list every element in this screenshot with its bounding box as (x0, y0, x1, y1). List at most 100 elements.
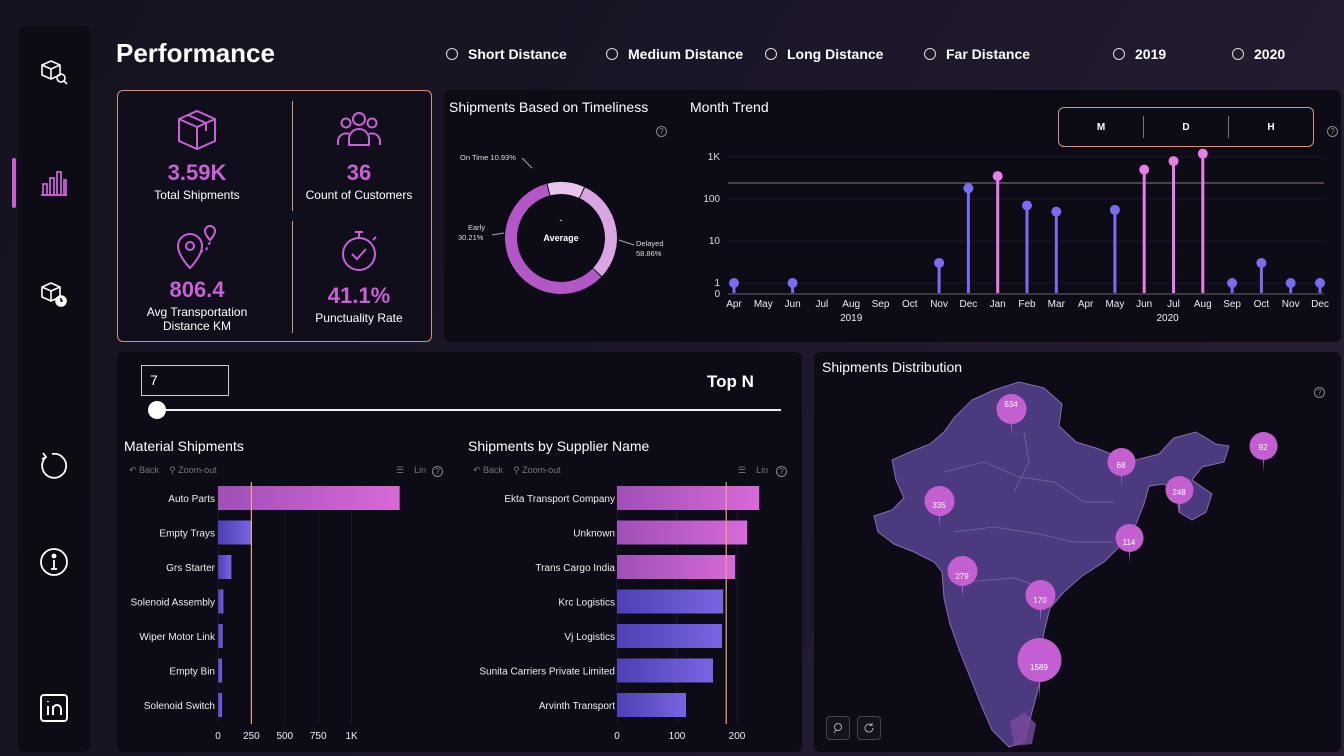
top-n-slider-thumb[interactable] (148, 401, 166, 419)
bar-category-label: Trans Cargo India (535, 563, 615, 574)
map-pin[interactable]: 68 (1107, 448, 1136, 488)
map-pin[interactable]: 335 (924, 486, 955, 529)
map-refresh-button[interactable] (857, 716, 881, 740)
map-pin-label: 92 (1259, 443, 1268, 452)
filter-short-distance[interactable]: Short Distance (446, 46, 567, 62)
map-pin[interactable]: 92 (1249, 432, 1278, 472)
kpi-value: 3.59K (167, 160, 227, 185)
supplier-title: Shipments by Supplier Name (468, 438, 650, 454)
lollipop-point (1139, 164, 1150, 175)
leader-line (521, 157, 533, 169)
donut-label-early: Early (468, 223, 485, 232)
donut-center-value: - (560, 215, 563, 225)
map-pin-shape (947, 556, 978, 599)
help-icon[interactable]: ? (432, 466, 443, 477)
kpi-panel: 3.59K Total Shipments 36 Count of Custom… (117, 90, 432, 342)
kpi-label: Avg Transportation Distance KM (146, 305, 248, 333)
kpi-count-customers: 36 Count of Customers (284, 107, 434, 202)
radio-icon[interactable] (1113, 48, 1125, 60)
filter-label: Far Distance (946, 46, 1031, 62)
india-map[interactable]: 634 92 68 248 335 114 279 170 1589 (814, 352, 1341, 752)
x-tick-label: Oct (902, 299, 918, 310)
top-n-input[interactable]: 7 (141, 365, 229, 396)
customers-icon (337, 112, 381, 146)
x-tick-label: Feb (1018, 299, 1036, 310)
y-tick-label: 100 (703, 194, 720, 205)
linkedin-icon[interactable] (36, 690, 72, 726)
map-pin[interactable]: 279 (947, 556, 978, 599)
help-icon[interactable]: ? (1327, 126, 1338, 137)
radio-icon[interactable] (606, 48, 618, 60)
refresh-icon[interactable] (36, 448, 72, 484)
granularity-month[interactable]: M (1059, 116, 1144, 138)
lollipop-point (1109, 204, 1120, 215)
donut-slice (547, 182, 585, 198)
x-tick-label: 0 (215, 731, 221, 742)
map-pin[interactable]: 634 (996, 394, 1027, 436)
x-tick-label: Jul (816, 299, 829, 310)
material-lin-toggle[interactable]: ☰ Lin (396, 465, 426, 476)
filter-far-distance[interactable]: Far Distance (924, 46, 1030, 62)
donut-label-delayed-pct: 58.86% (636, 249, 662, 258)
shipment-search-icon[interactable] (36, 54, 72, 90)
granularity-hour[interactable]: H (1267, 121, 1275, 133)
x-tick-label: 250 (243, 731, 260, 742)
map-pin-button[interactable] (826, 716, 850, 740)
radio-icon[interactable] (924, 48, 936, 60)
bar-category-label: Ekta Transport Company (504, 494, 615, 505)
x-tick-label: Jun (785, 299, 801, 310)
help-icon[interactable]: ? (656, 126, 667, 137)
filter-label: Long Distance (787, 46, 884, 62)
supplier-lin-toggle[interactable]: ☰ Lin (738, 465, 768, 476)
x-tick-label: Dec (1311, 299, 1329, 310)
bar (218, 520, 252, 545)
bar (218, 624, 223, 648)
granularity-day[interactable]: D (1144, 116, 1229, 138)
map-pin[interactable]: 170 (1025, 580, 1056, 623)
map-pin[interactable]: 1589 (1017, 638, 1062, 700)
map-pin[interactable]: 248 (1165, 476, 1194, 516)
help-icon[interactable]: ? (1314, 387, 1325, 398)
bar (218, 658, 223, 683)
donut-slice (505, 183, 602, 294)
radio-icon[interactable] (446, 48, 458, 60)
lollipop-point (1256, 257, 1267, 268)
x-tick-label: 1K (345, 731, 358, 742)
filter-label: 2020 (1254, 46, 1286, 62)
map-pin-label: 279 (955, 572, 969, 581)
kpi-value: 41.1% (327, 283, 391, 308)
route-pin-icon (176, 225, 217, 270)
list-icon: ☰ (738, 465, 747, 475)
filter-long-distance[interactable]: Long Distance (765, 46, 883, 62)
zoom-out-button[interactable]: ⚲ Zoom-out (513, 465, 561, 475)
x-tick-label: Apr (1078, 299, 1094, 310)
month-trend-chart: 01 10 100 1K Apr May Jun Jul Aug Sep Oct Nov Dec Jan F… (703, 148, 1329, 324)
zoom-out-button[interactable]: ⚲ Zoom-out (169, 465, 217, 475)
top-n-slider-track[interactable] (155, 409, 781, 411)
zoom-label: Zoom-out (522, 465, 561, 475)
filter-year-2019[interactable]: 2019 (1113, 46, 1166, 62)
lin-label: Lin (414, 465, 427, 475)
donut-label-on-time: On Time 10.93% (460, 153, 516, 162)
lollipop-point (963, 183, 974, 194)
filter-year-2020[interactable]: 2020 (1232, 46, 1285, 62)
bar (218, 693, 223, 717)
donut-slice (579, 187, 617, 277)
map-title: Shipments Distribution (822, 359, 963, 375)
back-button[interactable]: ↶ Back (473, 465, 504, 475)
bar-chart-icon[interactable] (36, 164, 72, 200)
bar-category-label: Grs Starter (166, 563, 216, 574)
map-pin[interactable]: 114 (1115, 524, 1144, 564)
lollipop-point (787, 278, 798, 288)
radio-icon[interactable] (765, 48, 777, 60)
map-pin-shape (996, 394, 1027, 436)
info-icon[interactable] (36, 544, 72, 580)
back-button[interactable]: ↶ Back (129, 465, 160, 475)
help-icon[interactable]: ? (776, 466, 787, 477)
refresh-icon (864, 723, 874, 733)
shipment-clock-icon[interactable] (36, 276, 72, 312)
x-tick-label: Nov (1282, 299, 1300, 310)
x-tick-label: 500 (276, 731, 293, 742)
filter-medium-distance[interactable]: Medium Distance (606, 46, 743, 62)
radio-icon[interactable] (1232, 48, 1244, 60)
